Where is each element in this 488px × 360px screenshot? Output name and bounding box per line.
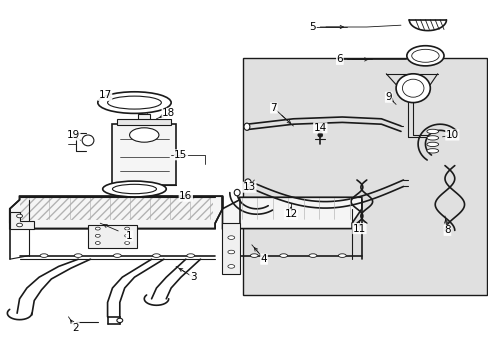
Bar — [112, 124, 176, 185]
Ellipse shape — [129, 128, 159, 142]
Text: 1: 1 — [126, 231, 133, 241]
Text: 10: 10 — [445, 130, 458, 140]
Text: 5: 5 — [309, 22, 316, 32]
Text: 15: 15 — [174, 150, 187, 160]
Ellipse shape — [227, 265, 234, 268]
Ellipse shape — [186, 254, 194, 257]
Text: 12: 12 — [284, 209, 297, 219]
Text: 16: 16 — [179, 191, 192, 201]
Ellipse shape — [279, 254, 287, 257]
Text: 7: 7 — [270, 103, 277, 113]
Text: 18: 18 — [162, 108, 175, 118]
Ellipse shape — [40, 254, 48, 257]
Text: 11: 11 — [352, 224, 366, 234]
Ellipse shape — [227, 236, 234, 239]
Text: 4: 4 — [260, 254, 267, 264]
Text: 8: 8 — [443, 225, 450, 235]
Ellipse shape — [74, 254, 82, 257]
Ellipse shape — [250, 254, 258, 257]
Ellipse shape — [426, 129, 438, 134]
Ellipse shape — [426, 142, 438, 147]
Ellipse shape — [107, 96, 161, 109]
Ellipse shape — [102, 181, 166, 197]
Ellipse shape — [95, 242, 100, 244]
Text: 19: 19 — [66, 130, 80, 140]
Ellipse shape — [426, 136, 438, 140]
Ellipse shape — [17, 223, 22, 227]
Ellipse shape — [244, 179, 250, 185]
Ellipse shape — [17, 214, 22, 218]
Ellipse shape — [308, 254, 316, 257]
Text: 13: 13 — [242, 182, 256, 192]
Ellipse shape — [95, 227, 100, 230]
Ellipse shape — [338, 254, 346, 257]
Ellipse shape — [317, 133, 322, 137]
Text: 9: 9 — [385, 92, 391, 102]
Ellipse shape — [152, 254, 160, 257]
Ellipse shape — [395, 74, 429, 103]
Bar — [88, 225, 137, 248]
Text: 2: 2 — [72, 323, 79, 333]
Ellipse shape — [112, 184, 156, 194]
Text: 3: 3 — [189, 272, 196, 282]
Bar — [138, 114, 150, 123]
Polygon shape — [222, 223, 239, 274]
Bar — [20, 197, 212, 220]
Polygon shape — [10, 196, 222, 229]
Text: 14: 14 — [313, 123, 326, 133]
Bar — [243, 58, 486, 295]
Polygon shape — [222, 196, 361, 229]
Ellipse shape — [402, 79, 423, 97]
Text: 17: 17 — [98, 90, 112, 100]
Ellipse shape — [124, 242, 129, 244]
Ellipse shape — [117, 318, 122, 323]
Ellipse shape — [244, 123, 249, 130]
Bar — [117, 119, 171, 125]
Ellipse shape — [113, 254, 121, 257]
Ellipse shape — [411, 49, 438, 62]
Text: 6: 6 — [336, 54, 343, 64]
Ellipse shape — [124, 227, 129, 230]
Polygon shape — [10, 212, 34, 229]
Ellipse shape — [426, 149, 438, 153]
Ellipse shape — [406, 46, 443, 66]
Ellipse shape — [98, 92, 171, 113]
Ellipse shape — [95, 234, 100, 237]
Ellipse shape — [227, 250, 234, 254]
Ellipse shape — [234, 189, 240, 196]
Ellipse shape — [82, 135, 94, 146]
Ellipse shape — [124, 234, 129, 237]
